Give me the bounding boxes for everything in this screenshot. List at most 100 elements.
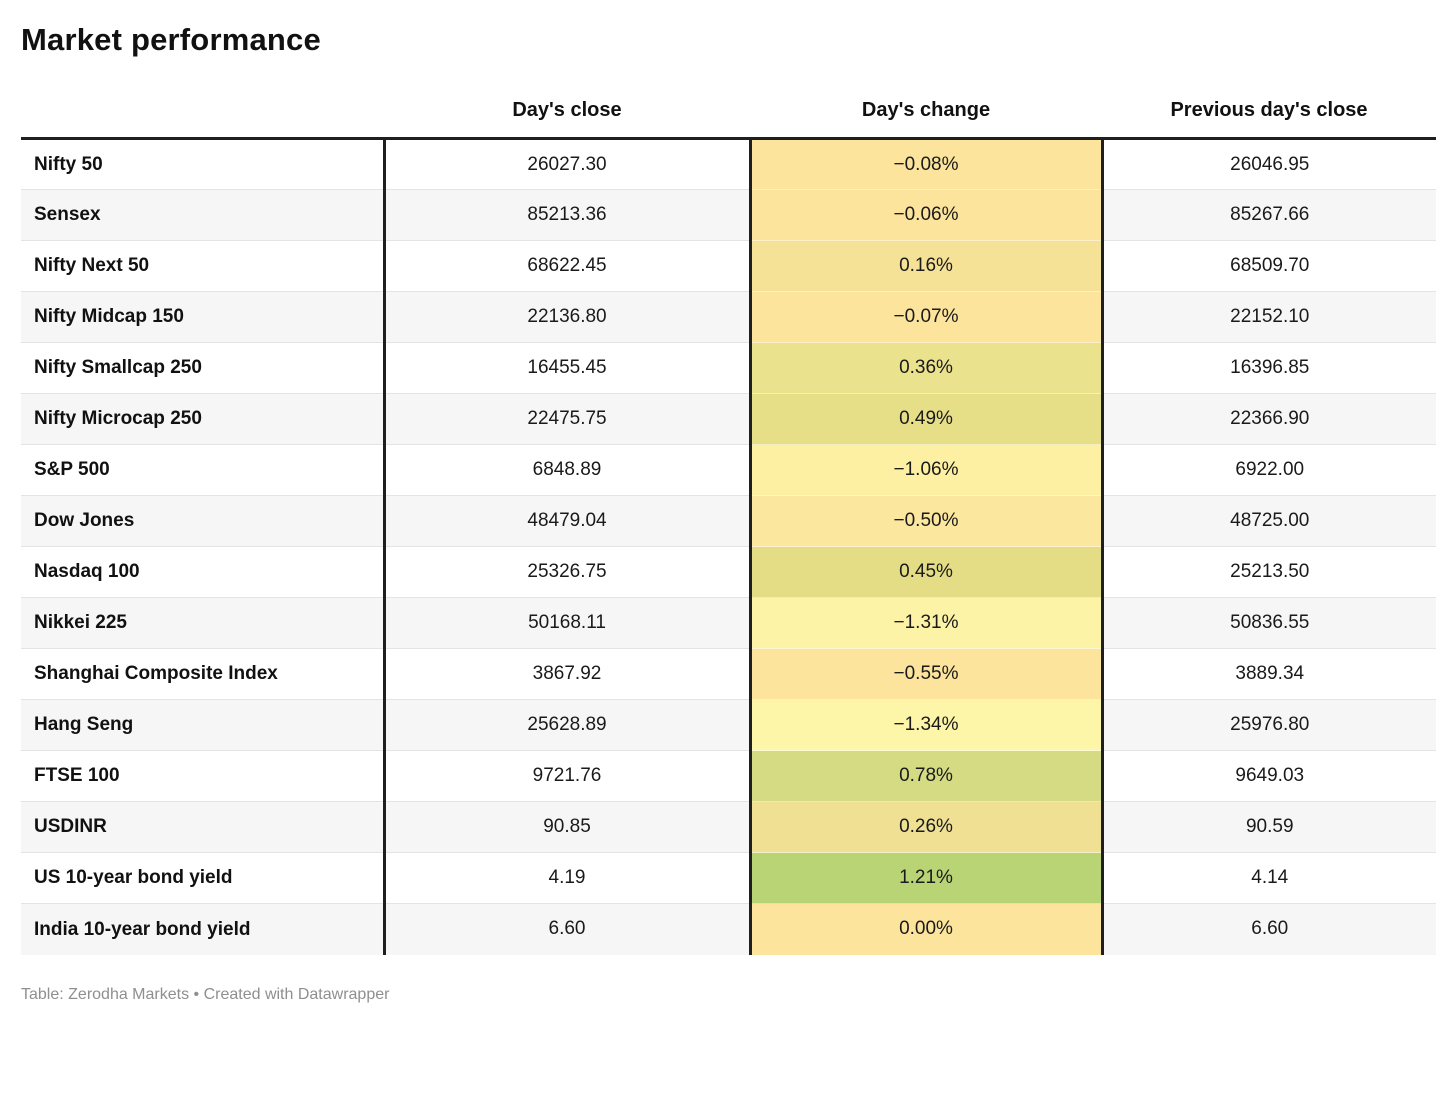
row-label: Nifty Smallcap 250 bbox=[34, 357, 202, 379]
days-change-cell: 1.21% bbox=[748, 852, 1104, 904]
row-label-cell: US 10-year bond yield bbox=[21, 852, 384, 904]
row-label-cell: India 10-year bond yield bbox=[21, 903, 384, 955]
days-change-cell: −1.06% bbox=[748, 444, 1104, 496]
table-row: USDINR 90.85 0.26% 90.59 bbox=[21, 801, 1436, 853]
days-close-cell: 6.60 bbox=[382, 903, 750, 955]
prev-close-cell: 3889.34 bbox=[1102, 648, 1436, 700]
days-change-cell: 0.00% bbox=[748, 903, 1104, 955]
prev-close-cell: 50836.55 bbox=[1102, 597, 1436, 649]
row-label: Hang Seng bbox=[34, 714, 134, 736]
days-close-cell: 48479.04 bbox=[382, 495, 750, 547]
row-label: Nifty 50 bbox=[34, 153, 103, 175]
table-row: FTSE 100 9721.76 0.78% 9649.03 bbox=[21, 750, 1436, 802]
table-row: Nifty 50 26027.30 −0.08% 26046.95 bbox=[21, 138, 1436, 190]
days-close-cell: 4.19 bbox=[382, 852, 750, 904]
col-header-prev-close: Previous day's close bbox=[1102, 99, 1436, 140]
days-close-cell: 25326.75 bbox=[382, 546, 750, 598]
col-header-instrument bbox=[21, 99, 384, 140]
prev-close-cell: 9649.03 bbox=[1102, 750, 1436, 802]
prev-close-cell: 48725.00 bbox=[1102, 495, 1436, 547]
row-label: Nasdaq 100 bbox=[34, 561, 140, 583]
table-row: Hang Seng 25628.89 −1.34% 25976.80 bbox=[21, 699, 1436, 751]
prev-close-cell: 6.60 bbox=[1102, 903, 1436, 955]
row-label-cell: USDINR bbox=[21, 801, 384, 853]
attribution-text: Table: Zerodha Markets • Created with Da… bbox=[21, 985, 390, 1003]
days-close-cell: 6848.89 bbox=[382, 444, 750, 496]
table-header: Day's close Day's change Previous day's … bbox=[21, 99, 1436, 140]
row-label: Sensex bbox=[34, 204, 101, 226]
header-row: Day's close Day's change Previous day's … bbox=[21, 99, 1436, 140]
row-label-cell: Nasdaq 100 bbox=[21, 546, 384, 598]
days-close-cell: 85213.36 bbox=[382, 189, 750, 241]
days-change-cell: 0.16% bbox=[748, 240, 1104, 292]
row-label-cell: S&P 500 bbox=[21, 444, 384, 496]
days-change-cell: −0.06% bbox=[748, 189, 1104, 241]
days-change-cell: 0.49% bbox=[748, 393, 1104, 445]
table-row: Dow Jones 48479.04 −0.50% 48725.00 bbox=[21, 495, 1436, 547]
days-change-cell: −0.50% bbox=[748, 495, 1104, 547]
days-close-cell: 9721.76 bbox=[382, 750, 750, 802]
col-header-days-close: Day's close bbox=[384, 99, 750, 140]
row-label: Nifty Microcap 250 bbox=[34, 408, 202, 430]
table-row: Shanghai Composite Index 3867.92 −0.55% … bbox=[21, 648, 1436, 700]
table-body: Nifty 50 26027.30 −0.08% 26046.95 Sensex… bbox=[21, 138, 1436, 955]
table-row: Nikkei 225 50168.11 −1.31% 50836.55 bbox=[21, 597, 1436, 649]
days-change-cell: −1.31% bbox=[748, 597, 1104, 649]
row-label-cell: Nikkei 225 bbox=[21, 597, 384, 649]
days-change-cell: −0.55% bbox=[748, 648, 1104, 700]
row-label: USDINR bbox=[34, 816, 107, 838]
row-label: S&P 500 bbox=[34, 459, 110, 481]
row-label: Shanghai Composite Index bbox=[34, 663, 278, 685]
days-change-cell: −0.08% bbox=[748, 138, 1104, 190]
row-label: Nikkei 225 bbox=[34, 612, 127, 634]
page-title: Market performance bbox=[21, 22, 321, 57]
prev-close-cell: 6922.00 bbox=[1102, 444, 1436, 496]
row-label: Dow Jones bbox=[34, 510, 135, 532]
col-header-days-change: Day's change bbox=[750, 99, 1102, 140]
days-change-cell: −1.34% bbox=[748, 699, 1104, 751]
days-close-cell: 22136.80 bbox=[382, 291, 750, 343]
days-change-cell: −0.07% bbox=[748, 291, 1104, 343]
table-row: Nifty Midcap 150 22136.80 −0.07% 22152.1… bbox=[21, 291, 1436, 343]
row-label: FTSE 100 bbox=[34, 765, 120, 787]
row-label-cell: Nifty Microcap 250 bbox=[21, 393, 384, 445]
table-row: US 10-year bond yield 4.19 1.21% 4.14 bbox=[21, 852, 1436, 904]
table-row: India 10-year bond yield 6.60 0.00% 6.60 bbox=[21, 903, 1436, 955]
table-row: Nasdaq 100 25326.75 0.45% 25213.50 bbox=[21, 546, 1436, 598]
row-label-cell: Nifty 50 bbox=[21, 139, 384, 190]
row-label-cell: Nifty Next 50 bbox=[21, 240, 384, 292]
days-close-cell: 90.85 bbox=[382, 801, 750, 853]
row-label: Nifty Next 50 bbox=[34, 255, 150, 277]
days-close-cell: 22475.75 bbox=[382, 393, 750, 445]
row-label-cell: Shanghai Composite Index bbox=[21, 648, 384, 700]
days-close-cell: 3867.92 bbox=[382, 648, 750, 700]
row-label-cell: Sensex bbox=[21, 189, 384, 241]
row-label-cell: FTSE 100 bbox=[21, 750, 384, 802]
days-close-cell: 16455.45 bbox=[382, 342, 750, 394]
days-close-cell: 50168.11 bbox=[382, 597, 750, 649]
row-label: US 10-year bond yield bbox=[34, 867, 233, 889]
prev-close-cell: 25976.80 bbox=[1102, 699, 1436, 751]
days-close-cell: 26027.30 bbox=[382, 138, 750, 190]
prev-close-cell: 90.59 bbox=[1102, 801, 1436, 853]
prev-close-cell: 4.14 bbox=[1102, 852, 1436, 904]
row-label-cell: Nifty Smallcap 250 bbox=[21, 342, 384, 394]
table-row: Nifty Microcap 250 22475.75 0.49% 22366.… bbox=[21, 393, 1436, 445]
prev-close-cell: 22366.90 bbox=[1102, 393, 1436, 445]
row-label-cell: Dow Jones bbox=[21, 495, 384, 547]
prev-close-cell: 25213.50 bbox=[1102, 546, 1436, 598]
days-change-cell: 0.26% bbox=[748, 801, 1104, 853]
table-row: S&P 500 6848.89 −1.06% 6922.00 bbox=[21, 444, 1436, 496]
prev-close-cell: 68509.70 bbox=[1102, 240, 1436, 292]
prev-close-cell: 85267.66 bbox=[1102, 189, 1436, 241]
table-row: Nifty Smallcap 250 16455.45 0.36% 16396.… bbox=[21, 342, 1436, 394]
row-label: Nifty Midcap 150 bbox=[34, 306, 184, 328]
days-change-cell: 0.45% bbox=[748, 546, 1104, 598]
days-change-cell: 0.36% bbox=[748, 342, 1104, 394]
days-close-cell: 68622.45 bbox=[382, 240, 750, 292]
table-row: Nifty Next 50 68622.45 0.16% 68509.70 bbox=[21, 240, 1436, 292]
row-label-cell: Nifty Midcap 150 bbox=[21, 291, 384, 343]
prev-close-cell: 22152.10 bbox=[1102, 291, 1436, 343]
table-row: Sensex 85213.36 −0.06% 85267.66 bbox=[21, 189, 1436, 241]
market-performance-table: Day's close Day's change Previous day's … bbox=[21, 99, 1436, 955]
